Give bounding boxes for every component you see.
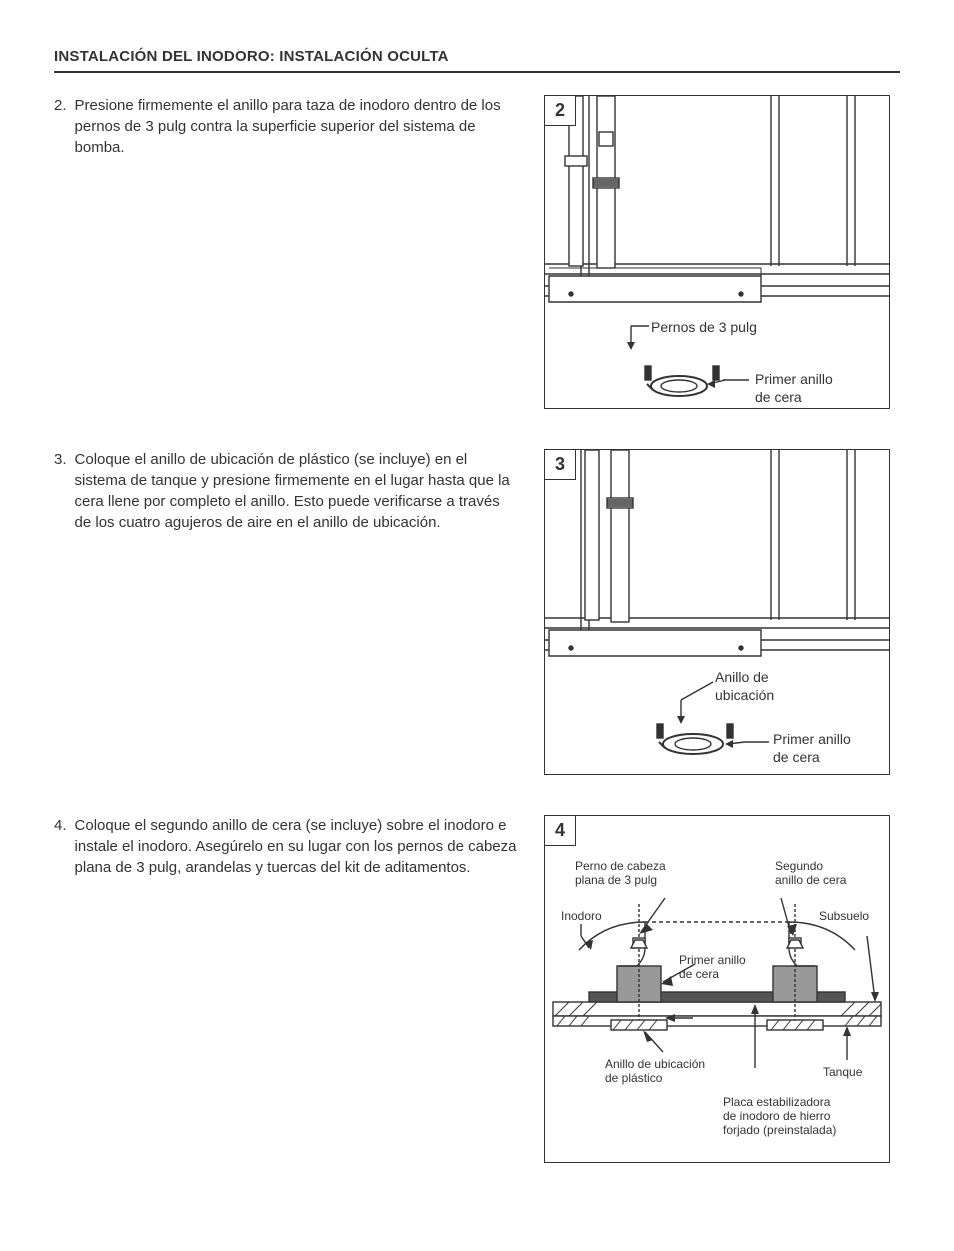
fig4-placa-2: de inodoro de hierro	[723, 1109, 831, 1123]
step-4-text: 4. Coloque el segundo anillo de cera (se…	[54, 815, 544, 878]
step-2-num: 2.	[54, 95, 75, 158]
fig2-label-anillo-1: Primer anillo	[755, 371, 833, 387]
fig4-subsuelo: Subsuelo	[819, 909, 869, 923]
figure-3-diagram: Anillo de ubicación Primer anillo de cer…	[545, 450, 889, 774]
fig4-placa-3: forjado (preinstalada)	[723, 1123, 836, 1137]
figure-3: 3	[544, 449, 890, 775]
fig3-label-anillo-1: Primer anillo	[773, 731, 851, 747]
fig4-primer-1: Primer anillo	[679, 953, 746, 967]
fig4-segundo-1: Segundo	[775, 859, 823, 873]
fig3-label-ubic-2: ubicación	[715, 687, 774, 703]
section-title: INSTALACIÓN DEL INODORO: INSTALACIÓN OCU…	[54, 48, 900, 73]
figure-4: 4	[544, 815, 890, 1163]
fig4-perno-2: plana de 3 pulg	[575, 873, 657, 887]
figure-2-number: 2	[545, 96, 576, 126]
step-3-row: 3. Coloque el anillo de ubicación de plá…	[54, 449, 900, 775]
fig4-tanque: Tanque	[823, 1065, 863, 1079]
step-2-text: 2. Presione firmemente el anillo para ta…	[54, 95, 544, 158]
fig3-label-anillo-2: de cera	[773, 749, 820, 765]
fig4-primer-2: de cera	[679, 967, 719, 981]
figure-2-diagram: Pernos de 3 pulg Primer anillo de cera	[545, 96, 889, 408]
step-4-row: 4. Coloque el segundo anillo de cera (se…	[54, 815, 900, 1163]
step-3-body: Coloque el anillo de ubicación de plásti…	[75, 449, 518, 533]
step-3-num: 3.	[54, 449, 75, 533]
fig2-label-anillo-2: de cera	[755, 389, 802, 405]
fig4-inodoro: Inodoro	[561, 909, 602, 923]
fig4-placa-1: Placa estabilizadora	[723, 1095, 831, 1109]
figure-4-number: 4	[545, 816, 576, 846]
figure-3-number: 3	[545, 450, 576, 480]
step-4-body: Coloque el segundo anillo de cera (se in…	[75, 815, 518, 878]
step-2-body: Presione firmemente el anillo para taza …	[75, 95, 518, 158]
step-4-num: 4.	[54, 815, 75, 878]
fig4-perno-1: Perno de cabeza	[575, 859, 666, 873]
fig4-segundo-2: anillo de cera	[775, 873, 847, 887]
step-3-text: 3. Coloque el anillo de ubicación de plá…	[54, 449, 544, 533]
fig4-plastico-2: de plástico	[605, 1071, 663, 1085]
fig3-label-ubic-1: Anillo de	[715, 669, 769, 685]
step-2-row: 2. Presione firmemente el anillo para ta…	[54, 95, 900, 409]
fig2-label-pernos: Pernos de 3 pulg	[651, 319, 757, 335]
figure-4-diagram: Perno de cabeza plana de 3 pulg Segundo …	[545, 816, 889, 1162]
fig4-plastico-1: Anillo de ubicación	[605, 1057, 705, 1071]
figure-2: 2	[544, 95, 890, 409]
